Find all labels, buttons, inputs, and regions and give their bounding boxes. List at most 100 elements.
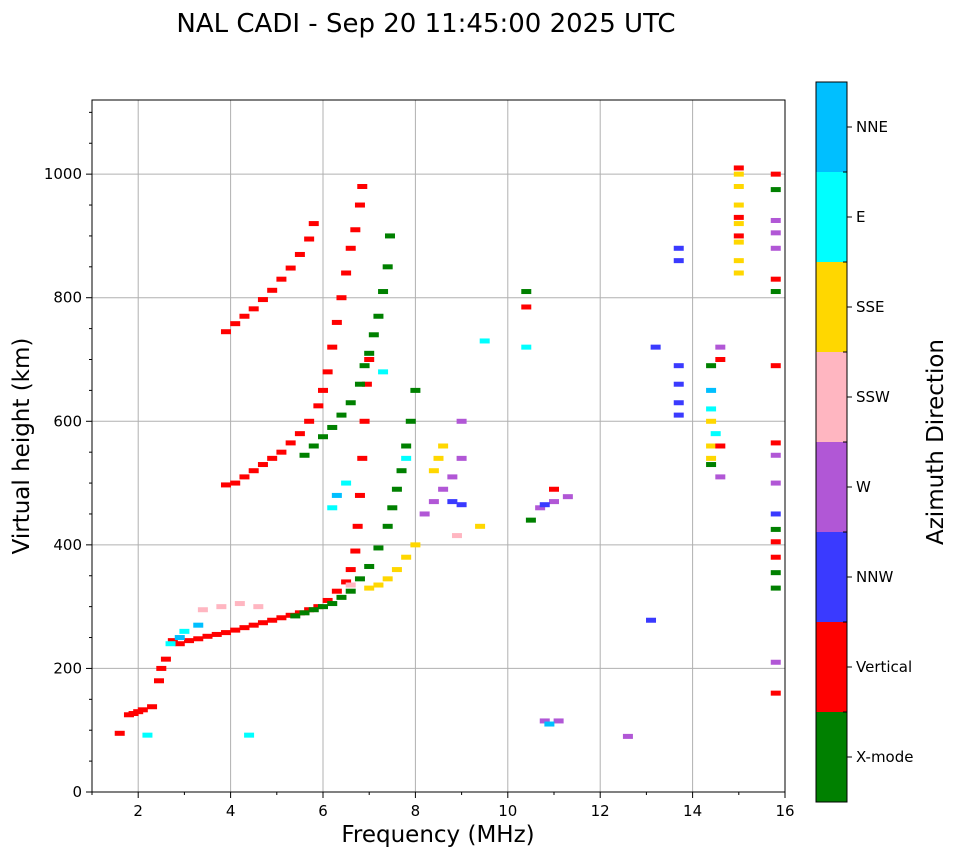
data-point xyxy=(318,434,328,440)
data-point xyxy=(359,418,370,424)
data-point xyxy=(428,468,439,474)
data-point xyxy=(733,233,744,239)
data-point xyxy=(401,443,412,449)
data-point xyxy=(456,502,467,508)
data-point xyxy=(770,440,781,446)
data-point xyxy=(405,418,416,424)
data-point xyxy=(521,304,532,310)
x-tick-label: 6 xyxy=(318,802,328,820)
data-point xyxy=(285,440,296,446)
data-point xyxy=(521,344,532,350)
data-point xyxy=(706,462,717,468)
data-point xyxy=(428,499,439,505)
data-point xyxy=(770,570,781,576)
data-point xyxy=(553,718,564,724)
data-point xyxy=(350,548,361,554)
data-point xyxy=(539,502,550,508)
data-point xyxy=(345,245,356,251)
data-point xyxy=(253,604,264,610)
data-point xyxy=(673,412,684,418)
x-tick-label: 2 xyxy=(133,802,143,820)
data-point xyxy=(387,505,398,511)
data-point xyxy=(322,597,333,603)
data-point xyxy=(419,511,430,517)
data-point xyxy=(230,480,241,486)
data-point xyxy=(673,258,684,264)
data-point xyxy=(438,486,449,492)
data-point xyxy=(770,217,781,223)
data-point xyxy=(248,468,259,474)
data-point xyxy=(336,594,347,600)
data-point xyxy=(368,332,379,338)
data-point xyxy=(276,276,287,282)
data-point xyxy=(220,482,231,488)
data-point xyxy=(276,449,287,455)
data-point xyxy=(294,251,305,257)
data-point xyxy=(391,486,402,492)
data-point xyxy=(479,338,490,344)
x-axis: 2 4 6 8 10 12 14 16 xyxy=(91,792,795,820)
data-point xyxy=(174,635,185,641)
data-point xyxy=(447,474,458,480)
data-point xyxy=(354,576,365,582)
data-point xyxy=(706,418,717,424)
data-point xyxy=(770,230,781,236)
data-point xyxy=(239,313,250,319)
data-point xyxy=(733,184,744,189)
colorbar-tick-label: SSE xyxy=(856,298,885,316)
y-tick-label: 200 xyxy=(53,659,82,677)
data-point xyxy=(322,369,333,375)
data-point xyxy=(193,622,204,628)
data-point xyxy=(308,221,319,227)
y-axis: 0 200 400 600 800 1000 xyxy=(44,111,92,801)
data-point xyxy=(539,718,550,724)
colorbar-frame xyxy=(815,81,848,803)
data-point xyxy=(357,184,368,189)
data-point xyxy=(715,344,726,350)
data-point xyxy=(364,350,375,356)
data-point xyxy=(211,631,222,637)
data-point xyxy=(706,443,717,449)
x-tick-label: 4 xyxy=(226,802,236,820)
data-point xyxy=(354,202,365,208)
data-point xyxy=(396,468,407,474)
colorbar-segment xyxy=(816,442,847,532)
data-point xyxy=(364,357,375,362)
data-point xyxy=(673,363,684,369)
data-point xyxy=(549,499,559,505)
data-point xyxy=(710,431,721,437)
data-point xyxy=(770,480,781,486)
data-point xyxy=(382,576,393,582)
data-point xyxy=(650,344,661,350)
data-point xyxy=(318,387,328,393)
data-point xyxy=(544,721,555,727)
data-point xyxy=(770,539,781,545)
data-point xyxy=(216,604,227,610)
data-point xyxy=(410,387,421,393)
data-point xyxy=(202,633,213,639)
data-point xyxy=(770,245,781,251)
data-point xyxy=(267,617,278,623)
data-point xyxy=(357,455,368,461)
data-point xyxy=(378,289,389,295)
data-point xyxy=(331,588,342,594)
data-point xyxy=(373,313,384,319)
data-point xyxy=(193,636,204,642)
data-point xyxy=(345,567,356,573)
data-point xyxy=(313,403,324,409)
data-point xyxy=(456,455,467,461)
data-point xyxy=(137,707,148,713)
data-point xyxy=(341,480,352,486)
data-point xyxy=(733,214,744,220)
data-point xyxy=(373,545,384,551)
data-point xyxy=(276,615,287,621)
data-point xyxy=(285,265,296,271)
grid-lines xyxy=(92,100,785,792)
data-point xyxy=(770,511,781,517)
data-point xyxy=(341,579,352,585)
data-point xyxy=(114,730,125,736)
data-point xyxy=(525,517,536,523)
colorbar: X-mode Vertical NNW W SSW SSE E NNE xyxy=(815,81,913,803)
data-point xyxy=(733,239,744,245)
data-point xyxy=(153,678,164,684)
